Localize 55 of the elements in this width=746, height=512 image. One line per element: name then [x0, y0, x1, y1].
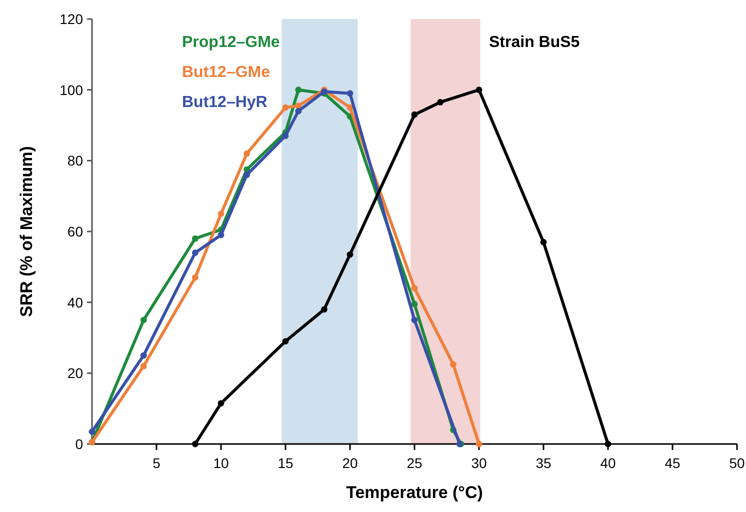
point [346, 251, 354, 258]
point [88, 428, 96, 435]
point [282, 104, 289, 111]
y-tick-label: 40 [67, 294, 84, 310]
x-tick-label: 50 [729, 455, 745, 471]
series-label: But12–GMe [182, 64, 270, 81]
y-tick-label: 100 [60, 82, 84, 98]
y-tick-label: 80 [67, 152, 84, 169]
point [140, 362, 147, 370]
y-axis-title: SRR (% of Maximum) [17, 146, 36, 317]
point [411, 284, 418, 292]
point [282, 338, 289, 344]
x-tick-label: 10 [213, 455, 229, 471]
x-tick-label: 35 [536, 455, 552, 471]
point [295, 86, 302, 94]
point [540, 238, 547, 246]
x-tick-label: 25 [406, 455, 422, 471]
point [140, 316, 147, 324]
y-tick-label: 60 [67, 224, 84, 240]
point [244, 150, 250, 157]
point [295, 108, 302, 114]
point [218, 232, 224, 238]
x-tick-label: 15 [278, 455, 294, 471]
point [192, 235, 198, 242]
text: Prop12–GMe [182, 34, 280, 51]
point [218, 400, 224, 406]
x-tick-label: 5 [152, 455, 161, 471]
point [450, 361, 456, 368]
point [604, 440, 612, 448]
y-tick-label: 120 [60, 11, 84, 27]
x-tick-label: 20 [342, 455, 358, 471]
point [411, 300, 418, 308]
point [192, 440, 198, 448]
point [282, 132, 289, 140]
x-tick-label: 40 [600, 455, 616, 471]
point [218, 210, 224, 217]
point [140, 352, 147, 359]
point [411, 111, 418, 118]
point [411, 316, 418, 324]
x-axis-title: Temperature (°C) [346, 483, 483, 502]
text: Strain BuS5 [489, 34, 580, 51]
point [192, 250, 198, 256]
y-tick-label: 0 [75, 436, 84, 452]
point [192, 274, 198, 281]
x-tick-label: 45 [664, 455, 680, 471]
point [321, 306, 328, 313]
point [346, 90, 354, 97]
point [437, 99, 444, 106]
series-label: But12–HyR [182, 94, 268, 111]
point [244, 172, 250, 178]
y-tick-label: 20 [67, 365, 84, 382]
point [476, 86, 482, 94]
point [295, 102, 302, 109]
point [476, 440, 482, 448]
x-tick-label: 30 [471, 455, 487, 471]
